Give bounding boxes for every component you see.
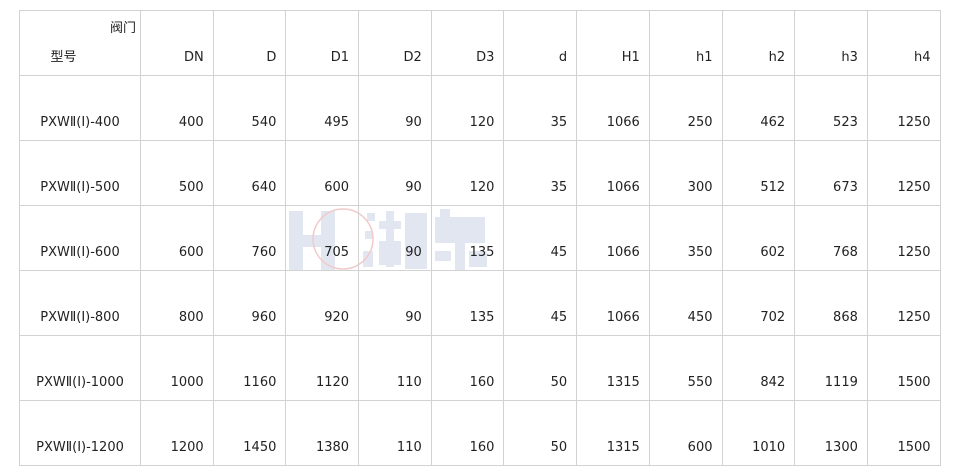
corner-header-cell: 阀门 型号	[19, 10, 141, 76]
value-cell-h1: 250	[648, 75, 723, 141]
value-cell-h3: 523	[794, 75, 868, 141]
value-cell-d3: 120	[430, 75, 505, 141]
value-cell-h2: 462	[721, 75, 796, 141]
value-cell-h1: 550	[648, 335, 723, 401]
column-header-d1: D1	[285, 10, 360, 76]
model-cell: PXWⅡ(Ⅰ)-500	[19, 140, 141, 206]
model-cell: PXWⅡ(Ⅰ)-600	[19, 205, 141, 271]
value-cell-h4: 1250	[866, 205, 941, 271]
value-cell-h2: 842	[721, 335, 796, 401]
value-cell-d: 540	[212, 75, 287, 141]
table-row: PXWⅡ(Ⅰ)-500 500 640 600 90 120 35 1066 300 512 673…	[19, 140, 941, 206]
value-cell-d2: 110	[358, 400, 432, 466]
table-row: PXWⅡ(Ⅰ)-400 400 540 495 90 120 35 1066 250 462 523…	[19, 75, 941, 141]
value-cell-d: 1160	[212, 335, 287, 401]
value-cell-d: 50	[503, 335, 578, 401]
value-cell-dn: 500	[140, 140, 214, 206]
value-cell-d3: 135	[430, 270, 505, 336]
column-header-h1: H1	[576, 10, 650, 76]
value-cell-h1: 600	[648, 400, 723, 466]
value-cell-h3: 1119	[794, 335, 868, 401]
header-row: 阀门 型号 DN D D1 D2 D3 d H1 h1 h2 h3 h4	[19, 10, 941, 76]
column-header-h1: h1	[648, 10, 723, 76]
value-cell-h2: 702	[721, 270, 796, 336]
value-cell-d3: 135	[430, 205, 505, 271]
value-cell-h4: 1250	[866, 140, 941, 206]
value-cell-d: 1450	[212, 400, 287, 466]
model-cell: PXWⅡ(Ⅰ)-800	[19, 270, 141, 336]
value-cell-h1: 1066	[576, 140, 650, 206]
value-cell-h1: 1315	[576, 400, 650, 466]
value-cell-h3: 1300	[794, 400, 868, 466]
value-cell-h4: 1500	[866, 335, 941, 401]
value-cell-d: 50	[503, 400, 578, 466]
value-cell-d1: 1380	[285, 400, 360, 466]
value-cell-d1: 600	[285, 140, 360, 206]
model-cell: PXWⅡ(Ⅰ)-400	[19, 75, 141, 141]
column-header-d: d	[503, 10, 578, 76]
value-cell-d2: 110	[358, 335, 432, 401]
value-cell-h1: 1066	[576, 270, 650, 336]
column-header-h3: h3	[794, 10, 868, 76]
value-cell-dn: 1000	[140, 335, 214, 401]
value-cell-h1: 450	[648, 270, 723, 336]
value-cell-dn: 600	[140, 205, 214, 271]
value-cell-d3: 160	[430, 400, 505, 466]
value-cell-d2: 90	[358, 270, 432, 336]
value-cell-h1: 1315	[576, 335, 650, 401]
table-row: PXWⅡ(Ⅰ)-1000 1000 1160 1120 110 160 50 1315 550 8…	[19, 335, 941, 401]
value-cell-d2: 90	[358, 205, 432, 271]
column-header-h4: h4	[866, 10, 941, 76]
value-cell-h2: 1010	[721, 400, 796, 466]
value-cell-dn: 400	[140, 75, 214, 141]
column-header-d: D	[212, 10, 287, 76]
value-cell-d1: 495	[285, 75, 360, 141]
value-cell-h2: 512	[721, 140, 796, 206]
value-cell-h4: 1250	[866, 75, 941, 141]
valve-spec-table: 阀门 型号 DN D D1 D2 D3 d H1 h1 h2 h3 h4 PXWⅡ(Ⅰ)-400 40…	[19, 10, 941, 466]
value-cell-d: 45	[503, 205, 578, 271]
value-cell-d1: 705	[285, 205, 360, 271]
value-cell-d: 640	[212, 140, 287, 206]
value-cell-d2: 90	[358, 140, 432, 206]
column-header-d3: D3	[430, 10, 505, 76]
column-header-dn: DN	[140, 10, 214, 76]
value-cell-dn: 1200	[140, 400, 214, 466]
corner-header-valve: 阀门	[109, 21, 136, 36]
value-cell-h1: 350	[648, 205, 723, 271]
value-cell-d: 35	[503, 140, 578, 206]
value-cell-dn: 800	[140, 270, 214, 336]
value-cell-d1: 920	[285, 270, 360, 336]
value-cell-h1: 1066	[576, 75, 650, 141]
value-cell-d3: 120	[430, 140, 505, 206]
value-cell-h3: 768	[794, 205, 868, 271]
value-cell-h4: 1250	[866, 270, 941, 336]
value-cell-h1: 1066	[576, 205, 650, 271]
table-row: PXWⅡ(Ⅰ)-1200 1200 1450 1380 110 160 50 1315 600 1…	[19, 400, 941, 466]
value-cell-d2: 90	[358, 75, 432, 141]
value-cell-h3: 673	[794, 140, 868, 206]
corner-header-model: 型号	[50, 50, 77, 65]
value-cell-d: 760	[212, 205, 287, 271]
value-cell-h4: 1500	[866, 400, 941, 466]
model-cell: PXWⅡ(Ⅰ)-1200	[19, 400, 141, 466]
value-cell-h2: 602	[721, 205, 796, 271]
value-cell-d: 35	[503, 75, 578, 141]
column-header-d2: D2	[358, 10, 432, 76]
value-cell-h1: 300	[648, 140, 723, 206]
value-cell-d: 960	[212, 270, 287, 336]
model-cell: PXWⅡ(Ⅰ)-1000	[19, 335, 141, 401]
column-header-h2: h2	[721, 10, 796, 76]
table-row: PXWⅡ(Ⅰ)-600 600 760 705 90 135 45 1066 350 602 768…	[19, 205, 941, 271]
value-cell-d: 45	[503, 270, 578, 336]
table-row: PXWⅡ(Ⅰ)-800 800 960 920 90 135 45 1066 450 702 868…	[19, 270, 941, 336]
value-cell-d3: 160	[430, 335, 505, 401]
value-cell-d1: 1120	[285, 335, 360, 401]
value-cell-h3: 868	[794, 270, 868, 336]
